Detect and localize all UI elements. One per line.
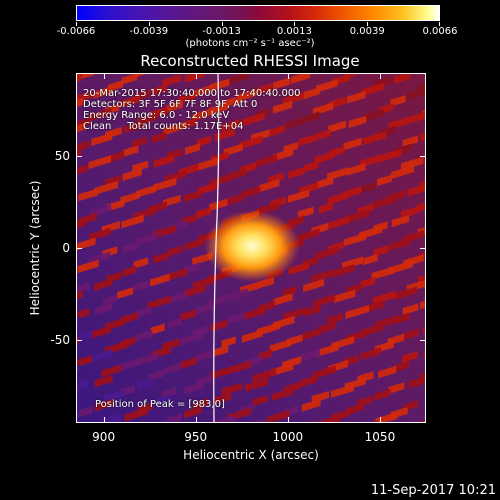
x-axis-label: Heliocentric X (arcsec) bbox=[183, 448, 319, 462]
colorbar-tick bbox=[439, 22, 440, 26]
x-axis-tick bbox=[379, 417, 381, 423]
y-axis-tick-label: -50 bbox=[50, 333, 70, 348]
x-axis-tick-label: 1050 bbox=[364, 430, 396, 444]
x-axis-tick bbox=[103, 73, 105, 79]
colorbar-tick bbox=[367, 22, 369, 26]
colorbar-tick bbox=[76, 22, 77, 26]
peak-position-label: Position of Peak = [983,0] bbox=[95, 399, 225, 410]
x-axis-tick bbox=[287, 417, 289, 423]
y-axis-tick bbox=[76, 340, 82, 342]
peak-source bbox=[204, 210, 300, 282]
y-axis-tick bbox=[76, 248, 82, 249]
y-axis-tick bbox=[420, 340, 426, 342]
colorbar bbox=[76, 5, 440, 21]
timestamp: 11-Sep-2017 10:21 bbox=[370, 483, 496, 498]
colorbar-tick-label: 0.0013 bbox=[276, 26, 312, 37]
rhessi-image bbox=[77, 74, 425, 422]
colorbar-tick-label: 0.0066 bbox=[422, 26, 458, 37]
info-line-time: 20-Mar-2015 17:30:40.000 to 17:40:40.000 bbox=[83, 88, 301, 99]
y-axis-tick bbox=[420, 248, 426, 249]
x-axis-tick bbox=[287, 73, 289, 79]
x-axis-tick-label: 900 bbox=[92, 430, 116, 444]
info-line-counts: Clean Total counts: 1.17E+04 bbox=[83, 121, 244, 132]
y-axis-tick-label: 50 bbox=[54, 148, 70, 163]
plot-title: Reconstructed RHESSI Image bbox=[140, 52, 360, 70]
y-axis-tick bbox=[76, 155, 82, 157]
colorbar-tick-label: -0.0039 bbox=[129, 26, 169, 37]
rhessi-image-plot: 20-Mar-2015 17:30:40.000 to 17:40:40.000… bbox=[76, 73, 426, 423]
x-axis-tick bbox=[379, 73, 381, 79]
colorbar-tick bbox=[294, 22, 296, 26]
info-line-detectors: Detectors: 3F 5F 6F 7F 8F 9F, Att 0 bbox=[83, 99, 258, 110]
info-line-energy: Energy Range: 6.0 - 12.0 keV bbox=[83, 110, 230, 121]
colorbar-units-label: (photons cm⁻² s⁻¹ asec⁻²) bbox=[185, 38, 315, 49]
y-axis-tick bbox=[420, 155, 426, 157]
x-axis-tick-label: 1000 bbox=[272, 430, 304, 444]
y-axis-label: Heliocentric Y (arcsec) bbox=[28, 180, 42, 316]
x-axis-tick bbox=[195, 73, 197, 79]
y-axis-tick-label: 0 bbox=[62, 241, 70, 255]
x-axis-tick bbox=[195, 417, 197, 423]
colorbar-tick-label: 0.0039 bbox=[349, 26, 385, 37]
colorbar-tick-label: -0.0013 bbox=[202, 26, 241, 37]
colorbar-tick bbox=[221, 22, 223, 26]
x-axis-tick bbox=[103, 417, 105, 423]
x-axis-tick-label: 950 bbox=[184, 430, 208, 444]
colorbar-tick bbox=[148, 22, 150, 26]
solar-limb-line bbox=[213, 74, 220, 422]
colorbar-tick-label: -0.0066 bbox=[56, 26, 96, 37]
